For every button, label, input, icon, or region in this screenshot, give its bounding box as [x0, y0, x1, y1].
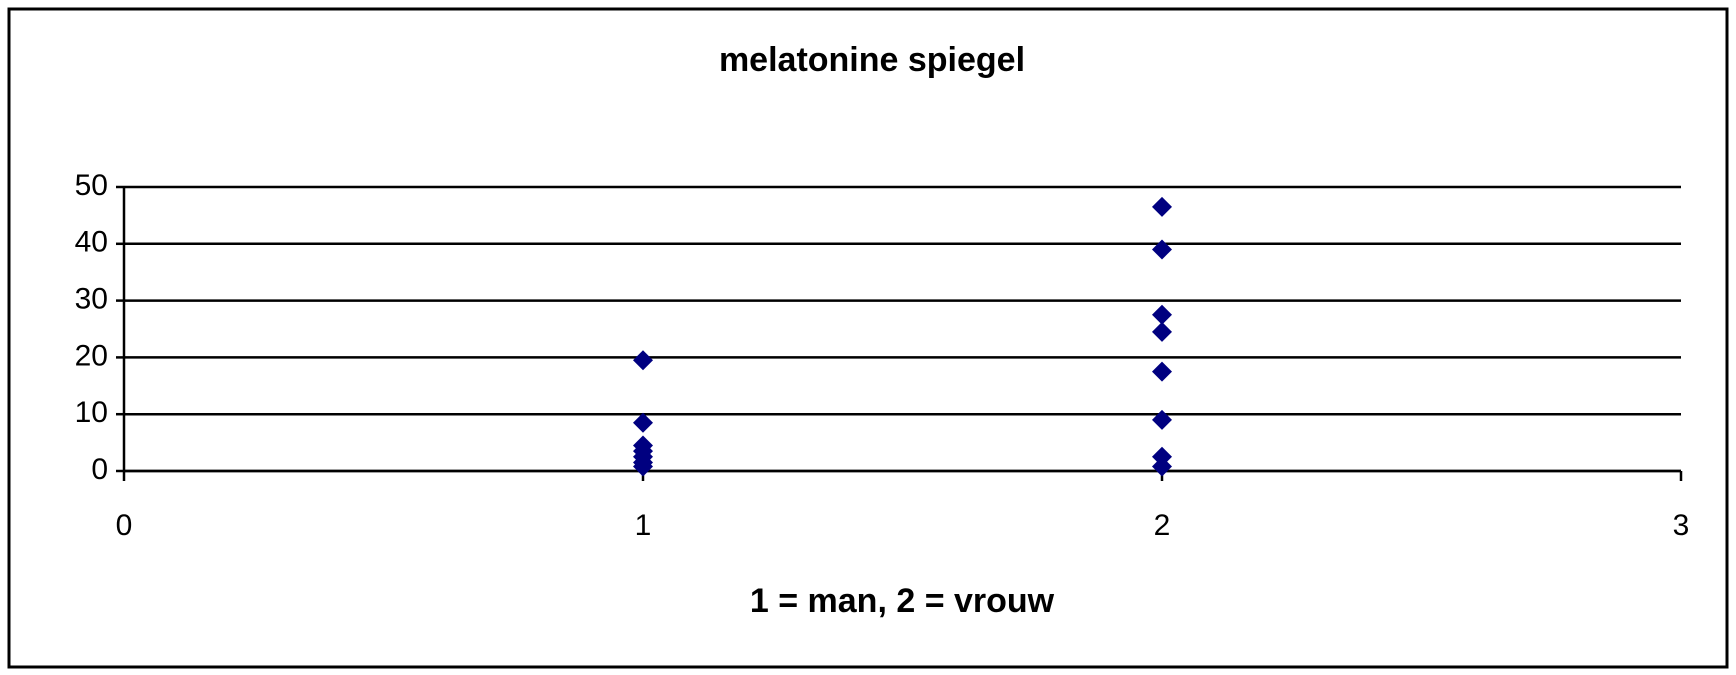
chart-title: melatonine spiegel [719, 41, 1025, 79]
y-tick-label: 10 [75, 396, 108, 429]
marker [1152, 196, 1172, 217]
marker [1152, 361, 1172, 382]
marker [1152, 239, 1172, 260]
x-tick-label: 3 [1673, 509, 1690, 542]
y-tick-label: 40 [75, 226, 108, 259]
marker [1152, 409, 1172, 430]
marker [633, 350, 653, 371]
marker [633, 412, 653, 433]
x-tick-label: 1 [635, 509, 652, 542]
marker [1152, 304, 1172, 325]
marker [1152, 456, 1172, 477]
y-tick-label: 20 [75, 339, 108, 372]
chart-frame [7, 7, 1729, 669]
x-tick-label: 2 [1154, 509, 1171, 542]
x-tick-label: 0 [116, 509, 133, 542]
y-tick-label: 30 [75, 283, 108, 316]
marker [633, 456, 653, 477]
y-tick-label: 50 [75, 169, 108, 202]
y-tick-label: 0 [91, 453, 108, 486]
marker [1152, 321, 1172, 342]
x-axis-label: 1 = man, 2 = vrouw [750, 582, 1055, 620]
